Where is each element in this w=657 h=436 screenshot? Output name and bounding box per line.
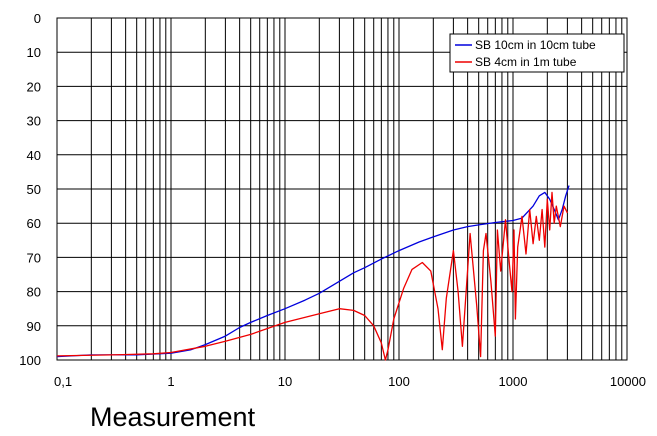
y-tick-label: 80 <box>27 285 41 300</box>
x-tick-label: 1000 <box>499 374 528 389</box>
y-tick-label: 0 <box>34 11 41 26</box>
legend-box <box>449 33 625 73</box>
series-line-1 <box>56 185 570 358</box>
y-tick-label: 100 <box>19 353 41 368</box>
x-axis-ticks: 0,1 1 10 100 1000 10000 <box>54 374 646 389</box>
x-tick-label: 0,1 <box>54 374 72 389</box>
caption: Measurement <box>90 402 256 432</box>
y-tick-label: 30 <box>27 114 41 129</box>
legend-label-1: SB 10cm in 10cm tube <box>475 38 596 52</box>
y-tick-label: 20 <box>27 79 41 94</box>
y-tick-label: 40 <box>27 148 41 163</box>
x-tick-label: 100 <box>388 374 410 389</box>
series-layer <box>56 185 570 361</box>
y-tick-label: 90 <box>27 319 41 334</box>
x-tick-label: 10000 <box>610 374 646 389</box>
series-line-2 <box>56 191 568 361</box>
y-tick-label: 60 <box>27 216 41 231</box>
x-tick-label: 10 <box>278 374 292 389</box>
y-tick-label: 10 <box>27 45 41 60</box>
legend-label-2: SB 4cm in 1m tube <box>475 55 577 69</box>
y-axis-ticks: 0 10 20 30 40 50 60 70 80 90 100 <box>19 11 41 368</box>
plot-area-border <box>56 17 628 361</box>
x-tick-label: 1 <box>167 374 174 389</box>
y-tick-label: 50 <box>27 182 41 197</box>
y-tick-label: 70 <box>27 250 41 265</box>
legend: SB 10cm in 10cm tube SB 4cm in 1m tube <box>449 33 625 73</box>
